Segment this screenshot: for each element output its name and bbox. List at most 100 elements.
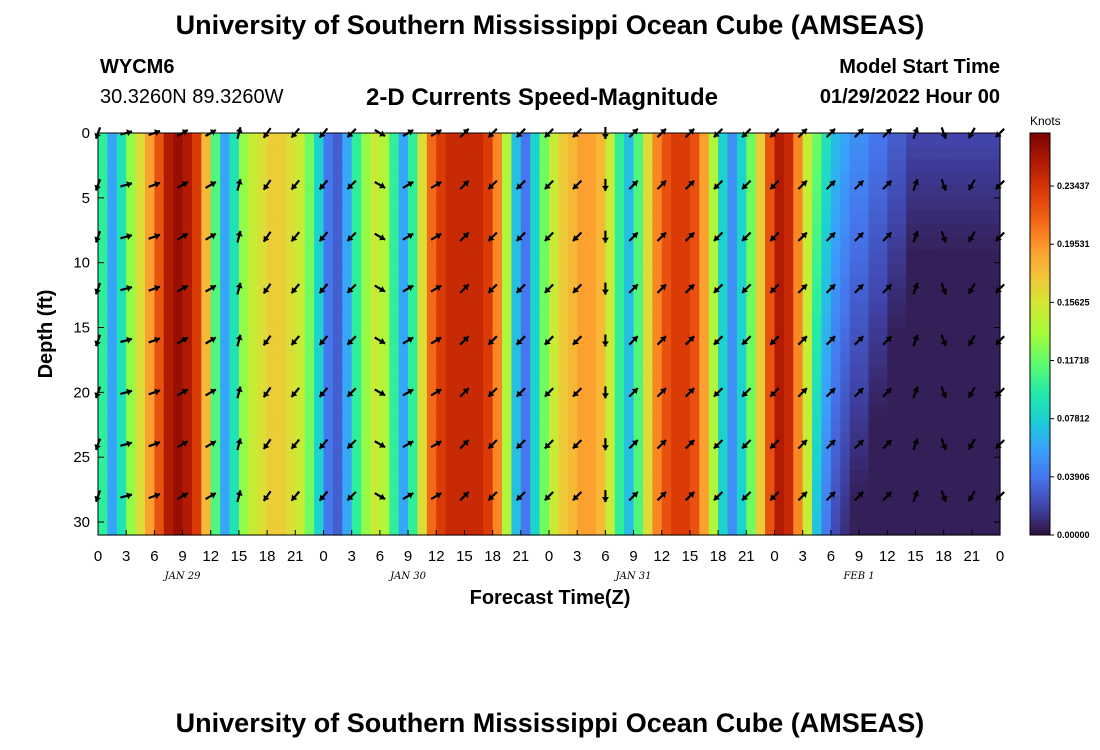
heatmap-cell	[464, 197, 475, 212]
heatmap-cell	[812, 314, 823, 329]
heatmap-cell	[173, 392, 184, 406]
heatmap-cell	[238, 288, 249, 303]
heatmap-cell	[389, 496, 400, 510]
heatmap-cell	[765, 249, 776, 264]
heatmap-cell	[295, 236, 306, 251]
heatmap-cell	[426, 353, 437, 368]
heatmap-cell	[943, 288, 954, 303]
vector-head	[407, 181, 414, 188]
x-tick-label: 9	[178, 548, 186, 565]
current-vector-arrow	[430, 336, 442, 345]
heatmap-cell	[849, 301, 860, 316]
heatmap-cell	[812, 483, 823, 497]
heatmap-cell	[163, 249, 174, 264]
heatmap-cell	[473, 275, 484, 290]
heatmap-cell	[718, 470, 729, 484]
vector-head	[688, 232, 695, 239]
current-vector-arrow	[967, 490, 976, 502]
heatmap-cell	[746, 133, 757, 147]
heatmap-cell	[877, 379, 888, 393]
heatmap-cell	[624, 133, 635, 147]
heatmap-cell	[351, 340, 362, 355]
heatmap-cell	[154, 275, 165, 290]
heatmap-cell	[595, 171, 606, 186]
heatmap-cell	[877, 470, 888, 484]
heatmap-cell	[163, 509, 174, 523]
heatmap-cell	[502, 223, 513, 238]
heatmap-cell	[990, 509, 1001, 523]
heatmap-cell	[182, 301, 193, 316]
heatmap-cell	[201, 405, 212, 419]
heatmap-cell	[107, 171, 118, 186]
heatmap-cell	[642, 249, 653, 264]
current-vector-arrow	[402, 492, 414, 501]
heatmap-cell	[257, 197, 268, 212]
heatmap-cell	[116, 470, 127, 484]
heatmap-cell	[614, 483, 625, 497]
vector-head	[829, 284, 836, 291]
current-vector-arrow	[572, 179, 583, 190]
heatmap-cell	[389, 418, 400, 432]
heatmap-cell	[953, 457, 964, 471]
heatmap-cell	[445, 145, 456, 160]
heatmap-cell	[671, 171, 682, 186]
heatmap-cell	[314, 210, 325, 225]
vector-head	[319, 235, 326, 242]
heatmap-cell	[633, 457, 644, 471]
heatmap-cell	[464, 431, 475, 445]
heatmap-cell	[802, 210, 813, 225]
heatmap-cell	[699, 171, 710, 186]
heatmap-cell	[154, 249, 165, 264]
heatmap-cell	[314, 249, 325, 264]
heatmap-cell	[642, 288, 653, 303]
heatmap-cell	[765, 314, 776, 329]
heatmap-cell	[877, 223, 888, 238]
vector-head	[742, 442, 749, 449]
heatmap-cell	[436, 210, 447, 225]
heatmap-cell	[821, 444, 832, 458]
heatmap-cell	[859, 223, 870, 238]
heatmap-cell	[793, 431, 804, 445]
heatmap-cell	[577, 197, 588, 212]
heatmap-cell	[351, 262, 362, 277]
x-tick-label: 18	[935, 548, 952, 565]
heatmap-cell	[821, 379, 832, 393]
heatmap-cell	[614, 366, 625, 380]
heatmap-cell	[361, 392, 372, 406]
heatmap-cell	[126, 133, 137, 147]
vector-head	[379, 234, 386, 241]
vector-head	[347, 235, 354, 241]
heatmap-cell	[426, 249, 437, 264]
heatmap-cell	[436, 171, 447, 186]
heatmap-cell	[182, 509, 193, 523]
heatmap-cell	[191, 353, 202, 368]
heatmap-cell	[586, 522, 597, 536]
heatmap-cell	[351, 496, 362, 510]
heatmap-cell	[783, 509, 794, 523]
vector-head	[347, 183, 354, 190]
heatmap-cell	[755, 210, 766, 225]
heatmap-cell	[624, 509, 635, 523]
current-vector-arrow	[882, 387, 893, 398]
heatmap-cell	[229, 262, 240, 277]
heatmap-cell	[144, 379, 155, 393]
heatmap-cell	[539, 353, 550, 368]
current-vector-arrow	[912, 230, 920, 243]
heatmap-cell	[154, 353, 165, 368]
heatmap-cell	[642, 418, 653, 432]
heatmap-cell	[849, 405, 860, 419]
heatmap-cell	[981, 392, 992, 406]
vector-head	[770, 338, 777, 345]
heatmap-cell	[755, 301, 766, 316]
heatmap-cell	[915, 314, 926, 329]
heatmap-cell	[116, 262, 127, 277]
heatmap-cell	[887, 249, 898, 264]
heatmap-cell	[943, 392, 954, 406]
heatmap-cell	[455, 288, 466, 303]
heatmap-cell	[699, 470, 710, 484]
heatmap-cell	[840, 457, 851, 471]
heatmap-cell	[727, 353, 738, 368]
heatmap-cell	[586, 353, 597, 368]
heatmap-cell	[220, 483, 231, 497]
